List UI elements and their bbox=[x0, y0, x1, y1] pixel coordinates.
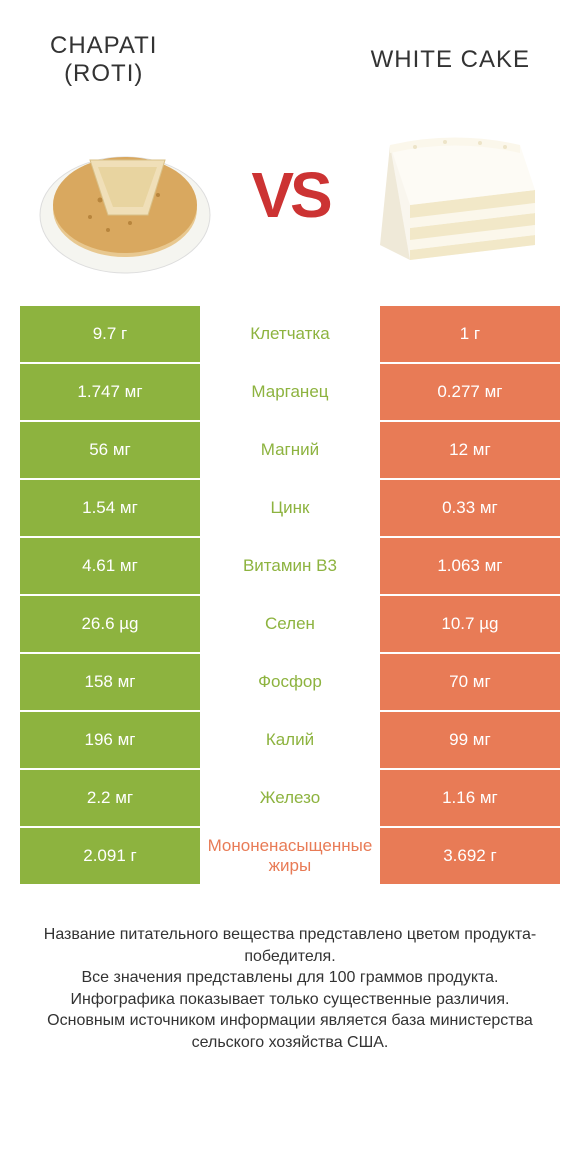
nutrient-name: Мононенасыщенные жиры bbox=[200, 828, 380, 884]
infographic-container: CHAPATI (ROTI) WHITE CAKE VS bbox=[0, 0, 580, 1174]
left-value: 2.2 мг bbox=[20, 770, 200, 826]
table-row: 9.7 гКлетчатка1 г bbox=[20, 306, 560, 362]
left-value: 2.091 г bbox=[20, 828, 200, 884]
comparison-table: 9.7 гКлетчатка1 г1.747 мгМарганец0.277 м… bbox=[20, 300, 560, 884]
title-right: WHITE CAKE bbox=[371, 46, 530, 74]
title-left: CHAPATI (ROTI) bbox=[50, 32, 157, 87]
nutrient-name: Цинк bbox=[200, 480, 380, 536]
left-value: 56 мг bbox=[20, 422, 200, 478]
left-value: 4.61 мг bbox=[20, 538, 200, 594]
footer-line: Инфографика показывает только существенн… bbox=[30, 989, 550, 1011]
table-row: 26.6 µgСелен10.7 µg bbox=[20, 596, 560, 652]
white-cake-image bbox=[360, 105, 550, 285]
table-row: 56 мгМагний12 мг bbox=[20, 422, 560, 478]
images-row: VS bbox=[20, 100, 560, 300]
right-value: 1.16 мг bbox=[380, 770, 560, 826]
nutrient-name: Клетчатка bbox=[200, 306, 380, 362]
table-row: 4.61 мгВитамин B31.063 мг bbox=[20, 538, 560, 594]
chapati-image bbox=[30, 105, 220, 285]
nutrient-name: Калий bbox=[200, 712, 380, 768]
nutrient-name: Магний bbox=[200, 422, 380, 478]
right-value: 12 мг bbox=[380, 422, 560, 478]
nutrient-name: Марганец bbox=[200, 364, 380, 420]
right-value: 1 г bbox=[380, 306, 560, 362]
left-value: 9.7 г bbox=[20, 306, 200, 362]
nutrient-name: Фосфор bbox=[200, 654, 380, 710]
table-row: 196 мгКалий99 мг bbox=[20, 712, 560, 768]
right-value: 99 мг bbox=[380, 712, 560, 768]
right-value: 1.063 мг bbox=[380, 538, 560, 594]
nutrient-name: Витамин B3 bbox=[200, 538, 380, 594]
vs-label: VS bbox=[251, 158, 328, 232]
table-row: 158 мгФосфор70 мг bbox=[20, 654, 560, 710]
right-value: 0.277 мг bbox=[380, 364, 560, 420]
right-value: 3.692 г bbox=[380, 828, 560, 884]
left-value: 158 мг bbox=[20, 654, 200, 710]
table-row: 2.2 мгЖелезо1.16 мг bbox=[20, 770, 560, 826]
left-value: 196 мг bbox=[20, 712, 200, 768]
nutrient-name: Селен bbox=[200, 596, 380, 652]
footer-line: Все значения представлены для 100 граммо… bbox=[30, 967, 550, 989]
right-value: 0.33 мг bbox=[380, 480, 560, 536]
table-row: 2.091 гМононенасыщенные жиры3.692 г bbox=[20, 828, 560, 884]
table-row: 1.54 мгЦинк0.33 мг bbox=[20, 480, 560, 536]
footer-line: Название питательного вещества представл… bbox=[30, 924, 550, 967]
left-value: 1.747 мг bbox=[20, 364, 200, 420]
nutrient-name: Железо bbox=[200, 770, 380, 826]
left-value: 26.6 µg bbox=[20, 596, 200, 652]
right-value: 10.7 µg bbox=[380, 596, 560, 652]
left-value: 1.54 мг bbox=[20, 480, 200, 536]
footer-line: Основным источником информации является … bbox=[30, 1010, 550, 1053]
right-value: 70 мг bbox=[380, 654, 560, 710]
footer-text: Название питательного вещества представл… bbox=[20, 884, 560, 1064]
table-row: 1.747 мгМарганец0.277 мг bbox=[20, 364, 560, 420]
titles-row: CHAPATI (ROTI) WHITE CAKE bbox=[20, 20, 560, 100]
